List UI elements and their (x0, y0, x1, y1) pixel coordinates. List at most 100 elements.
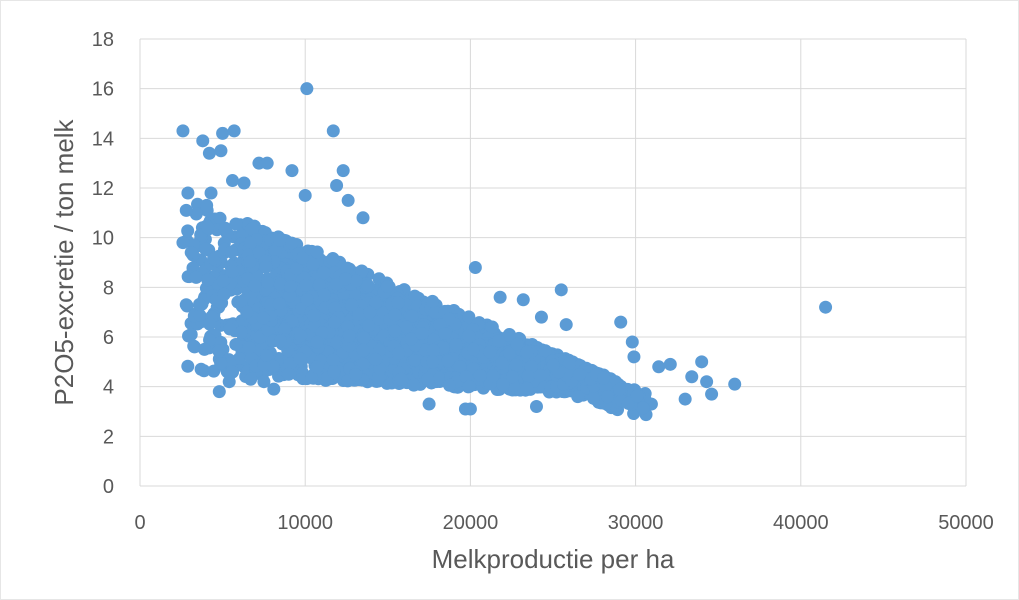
data-point (510, 337, 524, 351)
data-point (819, 300, 833, 314)
data-point (685, 370, 699, 384)
data-point (349, 368, 363, 382)
data-point (466, 342, 480, 356)
data-point (274, 334, 288, 348)
y-tick-label: 14 (92, 128, 114, 150)
data-point (636, 401, 650, 415)
data-point (307, 309, 321, 323)
data-point (193, 297, 207, 311)
data-point (273, 233, 287, 247)
data-point (728, 377, 742, 391)
data-point (261, 275, 275, 289)
data-point (502, 329, 516, 343)
data-point (601, 390, 615, 404)
data-point (328, 315, 342, 329)
data-point (326, 353, 340, 367)
data-point (285, 236, 299, 250)
data-point (285, 164, 299, 178)
data-point (277, 323, 291, 337)
data-point (462, 310, 476, 324)
data-point (363, 305, 377, 319)
data-point (356, 211, 370, 225)
data-point (317, 288, 331, 302)
data-point (554, 283, 568, 297)
data-point (295, 251, 309, 265)
data-point (404, 332, 418, 346)
data-point (533, 369, 547, 383)
data-point (184, 246, 198, 260)
data-point (298, 188, 312, 202)
data-point (300, 82, 314, 96)
data-point (306, 257, 320, 271)
data-point (442, 312, 456, 326)
y-tick-label: 0 (103, 476, 114, 498)
data-point (310, 360, 324, 374)
data-point (181, 186, 195, 200)
data-point (225, 264, 239, 278)
data-point (207, 252, 221, 266)
data-point (260, 348, 274, 362)
data-point (391, 296, 405, 310)
data-point (294, 329, 308, 343)
data-point (368, 296, 382, 310)
y-tick-label: 12 (92, 178, 114, 200)
data-point (196, 134, 210, 148)
data-point (193, 308, 207, 322)
data-point (242, 341, 256, 355)
data-point (428, 305, 442, 319)
data-point (571, 390, 585, 404)
data-point (213, 211, 227, 225)
data-point (597, 371, 611, 385)
data-point (486, 369, 500, 383)
data-point (538, 344, 552, 358)
gridlines (139, 38, 967, 487)
data-point (613, 382, 627, 396)
data-point (212, 344, 226, 358)
data-point (273, 277, 287, 291)
data-point (189, 270, 203, 284)
data-point (256, 311, 270, 325)
data-point (176, 236, 190, 250)
data-point (181, 224, 195, 238)
data-point (234, 325, 248, 339)
data-point (227, 124, 241, 138)
data-point (369, 352, 383, 366)
data-point (449, 337, 463, 351)
data-point (587, 391, 601, 405)
data-point (705, 387, 719, 401)
data-point (425, 294, 439, 308)
y-tick-label: 18 (92, 29, 114, 51)
data-point (217, 287, 231, 301)
data-point (284, 280, 298, 294)
data-point (214, 144, 228, 158)
y-tick-label: 6 (103, 327, 114, 349)
data-point (505, 370, 519, 384)
data-point (342, 329, 356, 343)
data-point (485, 320, 499, 334)
data-point (573, 367, 587, 381)
data-point (226, 174, 240, 188)
data-point (421, 372, 435, 386)
data-point (194, 362, 208, 376)
data-point (223, 322, 237, 336)
data-point (627, 350, 641, 364)
data-point (407, 378, 421, 392)
data-point (326, 253, 340, 267)
x-tick-label: 10000 (277, 512, 333, 534)
data-point (408, 289, 422, 303)
data-point (340, 261, 354, 275)
data-point (236, 294, 250, 308)
data-point (362, 319, 376, 333)
data-point (524, 359, 538, 373)
data-point (405, 309, 419, 323)
data-point (520, 381, 534, 395)
data-point (283, 357, 297, 371)
data-point (290, 262, 304, 276)
data-point (562, 357, 576, 371)
data-point (269, 244, 283, 258)
data-point (407, 354, 421, 368)
data-point (462, 329, 476, 343)
y-tick-label: 8 (103, 277, 114, 299)
data-point (299, 278, 313, 292)
data-point (248, 279, 262, 293)
